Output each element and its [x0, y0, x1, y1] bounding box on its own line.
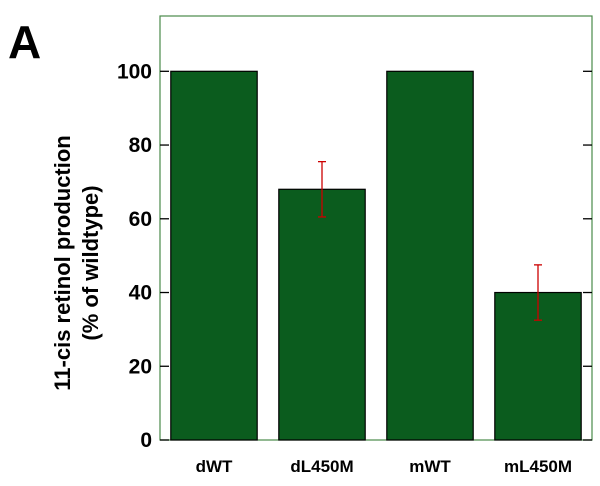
x-tick-label-mL450M: mL450M	[504, 457, 572, 476]
bar-dL450M	[278, 188, 366, 441]
x-tick-label-dWT: dWT	[196, 457, 233, 476]
y-axis-title-line-1: 11-cis retinol production	[50, 135, 75, 390]
y-axis-title-line-2: (% of wildtype)	[78, 185, 103, 340]
x-tick-label-dL450M: dL450M	[290, 457, 353, 476]
error-bar-mL450M	[534, 264, 542, 321]
y-tick-label-100: 100	[117, 60, 152, 83]
y-axis-title: 11-cis retinol production (% of wildtype)	[50, 135, 103, 390]
y-tick-label-60: 60	[129, 208, 152, 231]
y-tick-label-20: 20	[129, 355, 152, 378]
y-tick-label-40: 40	[129, 282, 152, 305]
bar-dWT	[170, 70, 258, 441]
error-bar-dL450M	[318, 160, 326, 218]
panel-label: A	[8, 16, 41, 68]
y-tick-label-80: 80	[129, 134, 152, 157]
bar-mWT	[386, 70, 474, 441]
plot-area: dWT dL450M mWT mL450M 0 20 40 60 80 100	[117, 15, 593, 476]
y-tick-label-0: 0	[140, 429, 152, 452]
plot-frame	[159, 15, 593, 441]
x-tick-label-mWT: mWT	[409, 457, 451, 476]
y-axis-title-lines: 11-cis retinol production (% of wildtype)	[50, 135, 103, 390]
